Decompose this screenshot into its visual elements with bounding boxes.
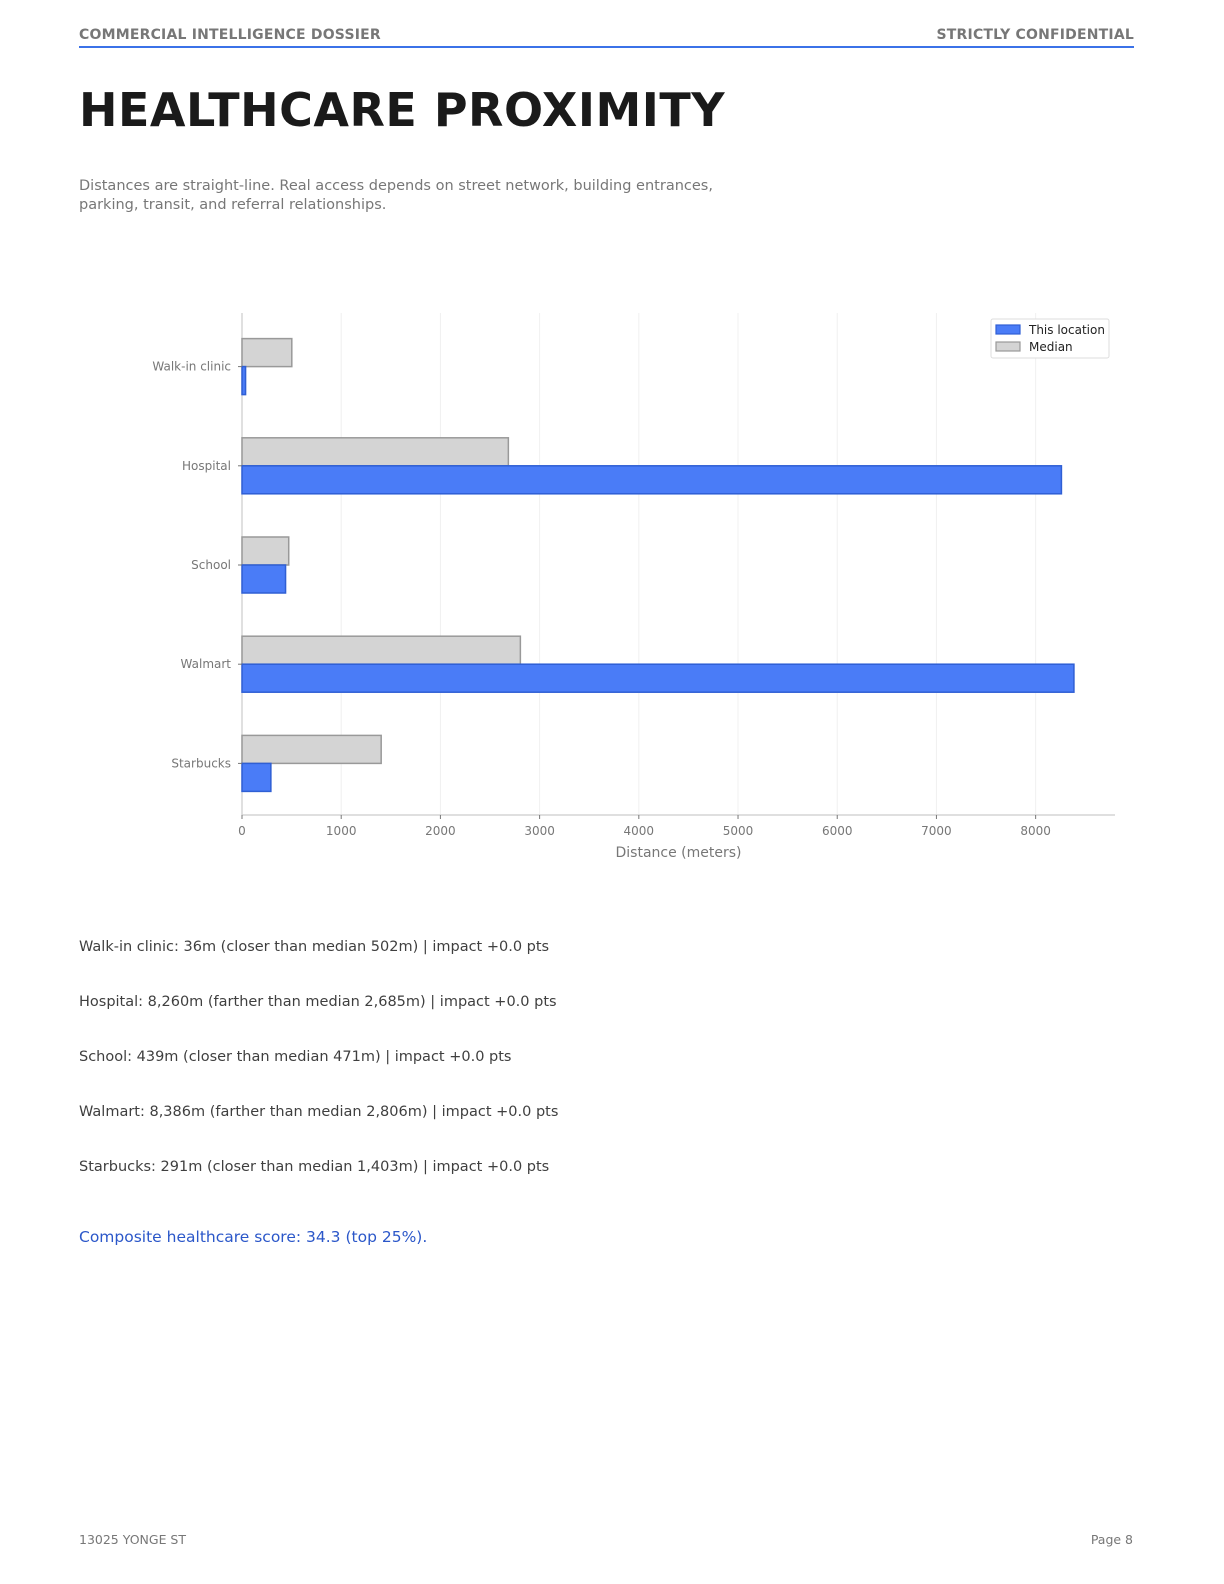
x-tick-label: 8000 [1020,824,1051,838]
y-tick-label: Hospital [182,459,231,473]
page-number: Page 8 [1090,1532,1133,1547]
header-title: COMMERCIAL INTELLIGENCE DOSSIER [79,27,381,43]
bar-this-location-school [241,564,287,594]
bar-median-walmart [241,635,522,665]
y-tick-label: Starbucks [171,756,231,770]
legend-swatch-this-location [995,324,1021,335]
distance-bar-chart: Walk-in clinic Hospital School Walmart Starb… [152,313,1115,861]
x-tick-label: 2000 [425,824,456,838]
bar-this-location-starbucks [241,762,272,793]
bar-median-walk-in-clinic [241,337,293,368]
bar-median-starbucks [241,734,382,765]
findings-list: Walk-in clinic: 36m (closer than median … [79,937,1079,1212]
legend-swatch-median [995,341,1021,352]
composite-score: Composite healthcare score: 34.3 (top 25… [79,1228,428,1246]
page-header: COMMERCIAL INTELLIGENCE DOSSIER STRICTLY… [79,26,1134,48]
legend-label-this-location: This location [1028,323,1105,337]
x-axis-label: Distance (meters) [616,845,742,861]
x-tick-label: 5000 [723,824,754,838]
finding-school: School: 439m (closer than median 471m) |… [79,1049,512,1065]
y-tick-label: Walmart [181,657,232,671]
x-tick-label: 0 [238,824,246,838]
x-tick-label: 3000 [524,824,555,838]
confidential-label: STRICTLY CONFIDENTIAL [936,27,1134,43]
x-tick-label: 1000 [326,824,357,838]
bar-median-hospital [241,437,510,467]
bar-this-location-walk-in-clinic [241,365,247,396]
bar-median-school [241,536,290,566]
bar-this-location-hospital [241,465,1063,495]
finding-walk-in-clinic: Walk-in clinic: 36m (closer than median … [79,939,550,955]
x-tick-label: 6000 [822,824,853,838]
finding-starbucks: Starbucks: 291m (closer than median 1,40… [79,1159,550,1175]
legend-label-median: Median [1029,340,1073,354]
y-tick-label: Walk-in clinic [152,360,231,374]
page-title: HEALTHCARE PROXIMITY [79,83,726,137]
subtitle: Distances are straight-line. Real access… [79,178,713,213]
finding-hospital: Hospital: 8,260m (farther than median 2,… [79,994,557,1010]
x-tick-label: 7000 [921,824,952,838]
x-tick-label: 4000 [624,824,655,838]
finding-walmart: Walmart: 8,386m (farther than median 2,8… [79,1104,559,1120]
bar-this-location-walmart [241,663,1075,693]
y-tick-label: School [191,558,231,572]
footer-address: 13025 YONGE ST [79,1532,187,1547]
